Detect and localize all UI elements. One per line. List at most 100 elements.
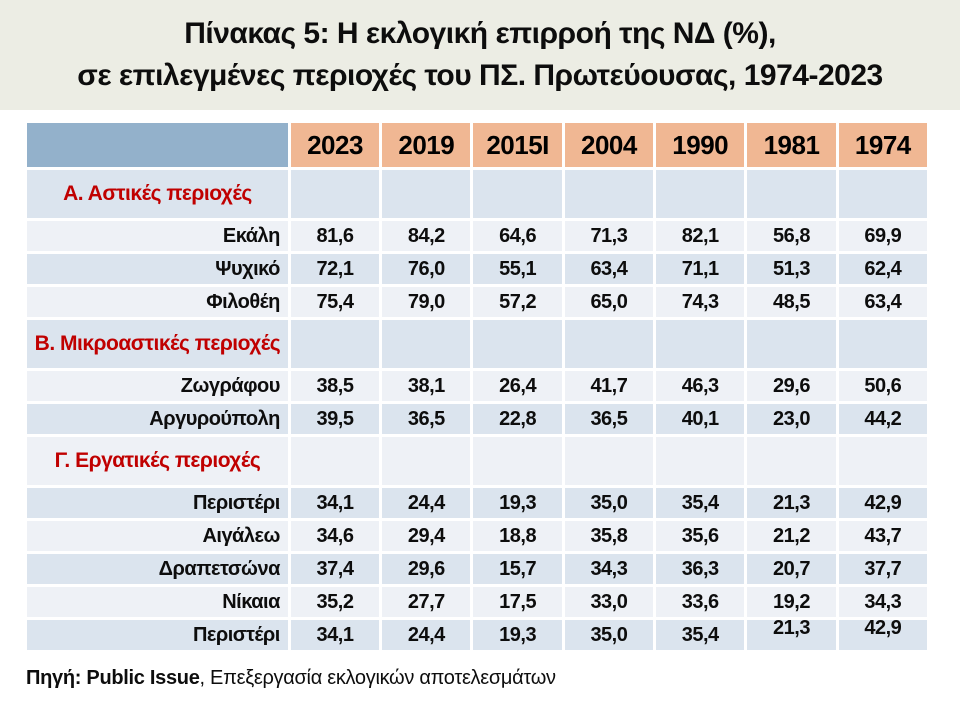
- value-cell: 37,7: [838, 554, 927, 584]
- value-text: 23,0: [773, 407, 810, 430]
- value-text: 19,2: [773, 590, 810, 613]
- table-row: Νίκαια 35,2 27,7 17,5 33,0 33,6 19,2 34,3: [27, 587, 927, 617]
- value-text: 37,4: [316, 557, 354, 580]
- value-text: 84,2: [407, 224, 445, 247]
- table-row: Περιστέρι 34,1 24,4 19,3 35,0 35,4 21,3 42,9: [27, 620, 927, 650]
- value-text: 81,6: [316, 224, 354, 247]
- table-row: Δραπετσώνα 37,4 29,6 15,7 34,3 36,3 20,7 37,7: [27, 554, 927, 584]
- value-cell: 19,2: [747, 587, 836, 617]
- value-cell: 34,3: [564, 554, 654, 584]
- year-header-row: 2023 2019 2015I 2004 1990 1981 1974: [27, 123, 927, 167]
- section-label: Γ. Εργατικές περιοχές: [27, 437, 288, 485]
- value-cell: 82,1: [656, 221, 745, 251]
- row-label: Νίκαια: [27, 587, 288, 617]
- value-cell: 33,6: [656, 587, 745, 617]
- source-note: Πηγή: Public Issue, Επεξεργασία εκλογικώ…: [26, 667, 960, 690]
- value-text: 75,4: [316, 290, 354, 313]
- source-detail: , Επεξεργασία εκλογικών αποτελεσμάτων: [199, 667, 557, 689]
- table-row: Εκάλη 81,6 84,2 64,6 71,3 82,1 56,8 69,9: [27, 221, 927, 251]
- year-header-1974: 1974: [838, 123, 927, 167]
- value-text: 72,1: [316, 257, 354, 280]
- value-cell: 34,1: [290, 620, 380, 650]
- value-cell: 34,6: [290, 521, 380, 551]
- section-row: Γ. Εργατικές περιοχές: [27, 437, 927, 485]
- value-cell: 35,4: [656, 488, 745, 518]
- value-text: 43,7: [864, 524, 902, 547]
- year-header-1981: 1981: [747, 123, 836, 167]
- election-results-table: 2023 2019 2015I 2004 1990 1981 1974 Α. Αστικές…: [24, 120, 930, 653]
- title-line-2: σε επιλεγμένες περιοχές του ΠΣ. Πρωτεύου…: [77, 59, 883, 92]
- value-text: 34,1: [316, 491, 354, 514]
- value-cell: 74,3: [656, 287, 745, 317]
- value-cell: 79,0: [382, 287, 471, 317]
- value-cell: 71,1: [656, 254, 745, 284]
- value-text: 27,7: [407, 590, 445, 613]
- value-text: 35,4: [681, 623, 719, 646]
- table-row: Φιλοθέη 75,4 79,0 57,2 65,0 74,3 48,5 63,4: [27, 287, 927, 317]
- value-cell: 35,6: [656, 521, 745, 551]
- value-cell: 38,5: [290, 371, 380, 401]
- value-text: 35,2: [316, 590, 354, 613]
- empty-cell: [473, 170, 562, 218]
- section-label: Β. Μικροαστικές περιοχές: [27, 320, 288, 368]
- value-cell: 48,5: [747, 287, 836, 317]
- value-cell: 18,8: [473, 521, 562, 551]
- value-text: 36,3: [681, 557, 719, 580]
- empty-cell: [838, 437, 927, 485]
- value-cell: 15,7: [473, 554, 562, 584]
- value-text: 37,7: [864, 557, 902, 580]
- value-cell: 35,0: [564, 620, 654, 650]
- value-cell: 69,9: [838, 221, 927, 251]
- table-row: Αιγάλεω 34,6 29,4 18,8 35,8 35,6 21,2 43,7: [27, 521, 927, 551]
- value-cell: 36,3: [656, 554, 745, 584]
- value-cell: 46,3: [656, 371, 745, 401]
- row-label: Δραπετσώνα: [27, 554, 288, 584]
- page-title: Πίνακας 5: Η εκλογική επιρροή της ΝΔ (%)…: [0, 0, 960, 110]
- row-label: Φιλοθέη: [27, 287, 288, 317]
- row-label: Περιστέρι: [27, 488, 288, 518]
- value-cell: 44,2: [838, 404, 927, 434]
- value-text: 35,4: [681, 491, 719, 514]
- value-text: 26,4: [499, 374, 537, 397]
- value-cell: 23,0: [747, 404, 836, 434]
- value-text: 34,3: [864, 590, 902, 613]
- value-text: 34,3: [590, 557, 628, 580]
- value-text: 35,0: [590, 623, 628, 646]
- value-text: 74,3: [681, 290, 719, 313]
- table-row: Αργυρούπολη 39,5 36,5 22,8 36,5 40,1 23,0 44,2: [27, 404, 927, 434]
- value-cell: 42,9: [838, 488, 927, 518]
- value-cell: 65,0: [564, 287, 654, 317]
- value-cell: 36,5: [564, 404, 654, 434]
- value-cell: 64,6: [473, 221, 562, 251]
- empty-cell: [382, 170, 471, 218]
- value-cell: 40,1: [656, 404, 745, 434]
- value-cell: 21,3: [747, 620, 836, 650]
- row-label: Ζωγράφου: [27, 371, 288, 401]
- value-cell: 35,4: [656, 620, 745, 650]
- value-text: 55,1: [499, 257, 537, 280]
- value-text: 38,5: [316, 374, 354, 397]
- empty-cell: [290, 170, 380, 218]
- empty-cell: [747, 320, 836, 368]
- value-text: 63,4: [864, 290, 902, 313]
- empty-cell: [564, 437, 654, 485]
- row-label: Αργυρούπολη: [27, 404, 288, 434]
- value-cell: 63,4: [838, 287, 927, 317]
- value-text: 19,3: [499, 491, 537, 514]
- value-cell: 17,5: [473, 587, 562, 617]
- value-text: 29,4: [407, 524, 445, 547]
- empty-cell: [747, 170, 836, 218]
- value-cell: 72,1: [290, 254, 380, 284]
- value-text: 35,6: [681, 524, 719, 547]
- value-text: 71,3: [590, 224, 628, 247]
- value-cell: 26,4: [473, 371, 562, 401]
- value-text: 19,3: [499, 623, 537, 646]
- empty-cell: [656, 170, 745, 218]
- empty-cell: [290, 437, 380, 485]
- row-label: Εκάλη: [27, 221, 288, 251]
- value-text: 71,1: [681, 257, 719, 280]
- value-cell: 81,6: [290, 221, 380, 251]
- value-cell: 43,7: [838, 521, 927, 551]
- value-text: 79,0: [407, 290, 445, 313]
- value-cell: 35,2: [290, 587, 380, 617]
